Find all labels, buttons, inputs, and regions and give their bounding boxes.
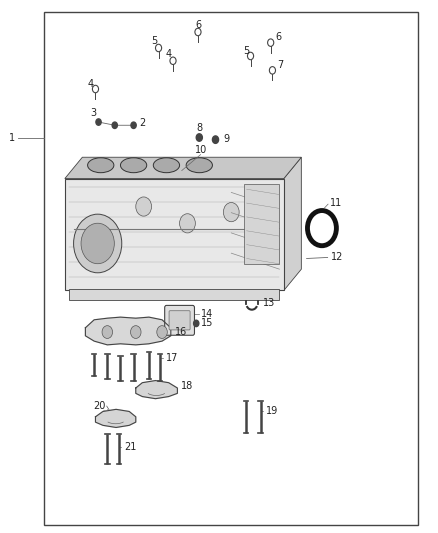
Circle shape: [157, 326, 167, 338]
Text: 4: 4: [166, 49, 172, 59]
Text: 9: 9: [223, 134, 230, 143]
Circle shape: [180, 214, 195, 233]
Polygon shape: [85, 317, 171, 345]
Text: 2: 2: [139, 118, 145, 127]
Text: 10: 10: [194, 146, 207, 155]
Text: 6: 6: [275, 33, 281, 42]
FancyBboxPatch shape: [165, 305, 194, 335]
Text: 11: 11: [330, 198, 342, 207]
Text: 8: 8: [196, 123, 202, 133]
Bar: [65, 179, 284, 290]
Polygon shape: [65, 157, 301, 179]
Circle shape: [81, 223, 114, 264]
Ellipse shape: [120, 158, 147, 173]
Polygon shape: [95, 409, 136, 427]
FancyBboxPatch shape: [169, 311, 190, 330]
Ellipse shape: [186, 158, 212, 173]
Ellipse shape: [88, 158, 114, 173]
Text: 18: 18: [180, 382, 193, 391]
Text: 5: 5: [243, 46, 249, 55]
Text: 16: 16: [175, 327, 187, 337]
Bar: [244, 184, 279, 264]
Text: 1: 1: [9, 133, 15, 142]
Circle shape: [212, 136, 219, 143]
Text: 12: 12: [331, 253, 343, 262]
Circle shape: [223, 203, 239, 222]
Circle shape: [196, 134, 202, 141]
Text: 5: 5: [151, 36, 157, 46]
Text: 4: 4: [88, 79, 94, 88]
Text: 7: 7: [277, 60, 283, 70]
Circle shape: [96, 119, 101, 125]
Text: 3: 3: [90, 108, 96, 118]
Bar: [69, 289, 279, 300]
Circle shape: [254, 225, 270, 244]
Polygon shape: [284, 157, 301, 290]
Text: 13: 13: [263, 298, 275, 308]
Circle shape: [112, 122, 117, 128]
Polygon shape: [136, 381, 177, 399]
Circle shape: [131, 326, 141, 338]
Text: 19: 19: [266, 407, 279, 416]
Bar: [44, 12, 418, 525]
Circle shape: [131, 122, 136, 128]
Text: 14: 14: [201, 309, 213, 319]
Text: 21: 21: [124, 442, 136, 451]
Text: 17: 17: [166, 353, 178, 363]
Ellipse shape: [153, 158, 180, 173]
Text: 6: 6: [195, 20, 201, 30]
Text: 20: 20: [94, 401, 106, 411]
Circle shape: [102, 326, 113, 338]
Circle shape: [194, 320, 199, 327]
Text: 15: 15: [201, 318, 213, 328]
Circle shape: [136, 197, 152, 216]
Circle shape: [74, 214, 122, 273]
